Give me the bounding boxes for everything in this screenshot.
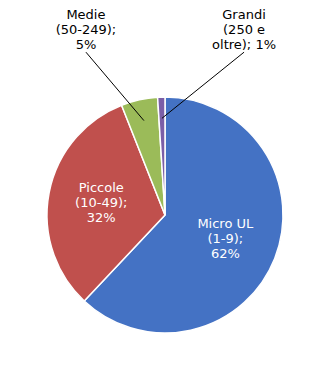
data-label: Micro UL(1-9);62% xyxy=(197,216,254,261)
data-label-line: Grandi xyxy=(222,7,266,22)
data-label-line: Piccole xyxy=(79,180,124,195)
data-label-line: (250 e xyxy=(223,22,265,37)
data-label-line: Medie xyxy=(66,7,105,22)
data-label-line: 5% xyxy=(76,37,97,52)
data-label: Piccole(10-49);32% xyxy=(75,180,127,225)
data-label-line: (1-9); xyxy=(207,231,243,246)
pie-slice xyxy=(122,97,165,215)
data-label-line: (50-249); xyxy=(56,22,117,37)
leader-line xyxy=(162,52,244,118)
data-label: Medie(50-249);5% xyxy=(56,7,117,52)
data-label-line: Micro UL xyxy=(197,216,254,231)
labels: Micro UL(1-9);62% Piccole(10-49);32% Medie… xyxy=(56,7,276,261)
data-label-line: (10-49); xyxy=(75,195,127,210)
leader-line xyxy=(86,52,144,120)
chart: Micro UL(1-9);62% Piccole(10-49);32% Medie… xyxy=(0,0,330,373)
data-label-line: oltre); 1% xyxy=(212,37,276,52)
pie-slice xyxy=(158,97,165,215)
pie xyxy=(47,97,283,333)
data-label: Grandi(250 eoltre); 1% xyxy=(212,7,276,52)
data-label-line: 62% xyxy=(211,246,240,261)
data-label-line: 32% xyxy=(87,210,116,225)
